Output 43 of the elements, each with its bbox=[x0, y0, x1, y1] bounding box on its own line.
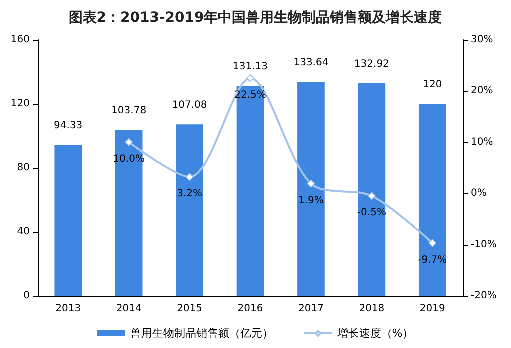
bar bbox=[176, 124, 204, 296]
x-tick-label: 2015 bbox=[177, 304, 203, 314]
y2-tick-label: 30% bbox=[471, 34, 494, 46]
bar bbox=[115, 130, 143, 296]
y-tick-label: 80 bbox=[17, 162, 30, 174]
y2-tick-label: 0% bbox=[471, 188, 487, 200]
point bbox=[246, 74, 254, 82]
x-tick-label: 2014 bbox=[116, 304, 142, 314]
data-label: 103.78 bbox=[112, 105, 147, 116]
x-tick-label: 2017 bbox=[298, 304, 324, 314]
y-tick-label: 160 bbox=[10, 34, 30, 46]
x-tick-label: 2018 bbox=[359, 304, 385, 314]
data-label: 131.13 bbox=[233, 62, 268, 73]
point bbox=[428, 239, 437, 248]
bar bbox=[358, 83, 386, 296]
x-tick-label: 2013 bbox=[56, 304, 82, 314]
point bbox=[307, 180, 316, 188]
data-label: 132.92 bbox=[354, 58, 390, 70]
bar bbox=[298, 82, 325, 296]
x-tick-label: 2016 bbox=[238, 304, 264, 314]
bar bbox=[54, 145, 82, 296]
y2-tick-label: -10% bbox=[471, 239, 497, 250]
y2-tick-label: -20% bbox=[471, 290, 497, 302]
bar bbox=[418, 104, 446, 296]
y2-tick-label: 10% bbox=[471, 136, 494, 148]
point bbox=[125, 138, 134, 146]
y-tick-label: 40 bbox=[17, 226, 30, 238]
legend-label: 兽用生物制品销售额（亿元） bbox=[130, 327, 274, 340]
y-tick-label: 0 bbox=[24, 290, 30, 302]
data-label: 120 bbox=[423, 80, 442, 90]
point bbox=[186, 173, 194, 182]
data-label: 133.64 bbox=[294, 58, 329, 69]
bar bbox=[236, 86, 264, 296]
y2-tick-label: 20% bbox=[471, 86, 494, 97]
point bbox=[368, 192, 376, 200]
data-label: 107.08 bbox=[172, 100, 208, 112]
legend-label: 增长速度（%） bbox=[336, 327, 414, 340]
y-tick-label: 120 bbox=[10, 98, 30, 110]
data-label: 94.33 bbox=[54, 120, 83, 132]
chart-title: 图表2：2013-2019年中国兽用生物制品销售额及增长速度 bbox=[68, 9, 442, 26]
x-tick-label: 2019 bbox=[420, 304, 446, 314]
data-label: 3.2% bbox=[177, 188, 202, 200]
data-label: 1.9% bbox=[298, 195, 324, 206]
